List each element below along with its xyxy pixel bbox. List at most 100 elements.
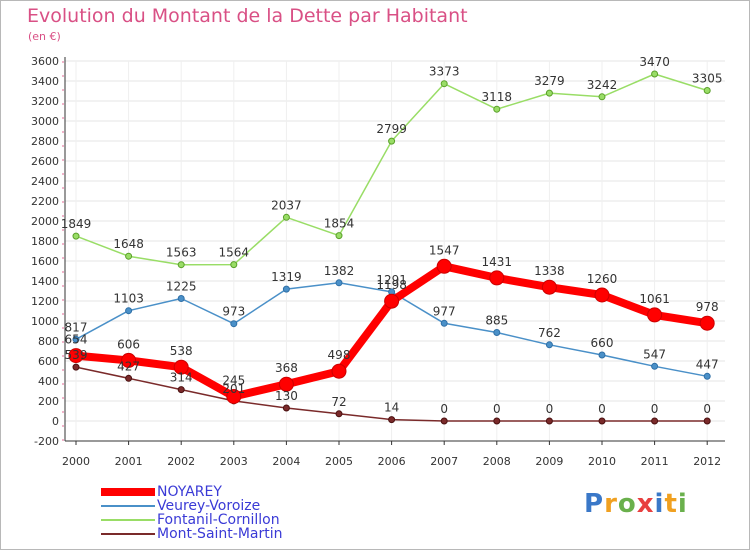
x-tick-label: 2003 [220, 455, 248, 468]
data-label: 762 [538, 326, 561, 340]
data-point [440, 319, 448, 327]
data-point [282, 285, 290, 293]
data-point [282, 213, 290, 221]
data-label: 0 [493, 402, 501, 416]
legend-item: NOYAREY [101, 484, 283, 500]
data-label: 447 [696, 357, 719, 371]
data-label: 978 [696, 300, 719, 314]
data-point [598, 417, 606, 425]
data-point [388, 416, 396, 424]
data-label: 3305 [692, 72, 723, 86]
data-point [125, 252, 133, 260]
y-tick-label: 2200 [31, 195, 59, 208]
data-point [72, 335, 80, 343]
data-point [440, 80, 448, 88]
data-label: 1260 [587, 272, 618, 286]
chart-legend: NOYAREY Veurey-Voroize Fontanil-Cornillon M… [101, 484, 283, 542]
data-point [651, 362, 659, 370]
logo-letter: r [604, 489, 618, 519]
y-tick-label: 3000 [31, 115, 59, 128]
data-point [436, 258, 452, 274]
legend-item: Fontanil-Cornillon [101, 512, 283, 528]
data-label: 0 [598, 402, 606, 416]
data-label: 1338 [534, 264, 565, 278]
data-label: 1547 [429, 243, 460, 257]
data-point [121, 352, 137, 368]
data-label: 3242 [587, 78, 618, 92]
data-label: 1431 [482, 255, 513, 269]
data-label: 1382 [324, 264, 355, 278]
data-point [125, 307, 133, 315]
x-tick-label: 2007 [430, 455, 458, 468]
data-point [173, 359, 189, 375]
data-label: 1103 [113, 292, 144, 306]
data-point [177, 261, 185, 269]
data-point [72, 232, 80, 240]
x-tick-label: 2008 [483, 455, 511, 468]
data-point [68, 348, 84, 364]
x-tick-label: 2005 [325, 455, 353, 468]
data-label: 0 [546, 402, 554, 416]
logo-letter: x [636, 489, 655, 519]
data-label: 3279 [534, 74, 565, 88]
data-point [384, 293, 400, 309]
data-point [278, 376, 294, 392]
data-point [388, 137, 396, 145]
data-point [489, 270, 505, 286]
y-tick-label: 1600 [31, 255, 59, 268]
data-label: 0 [651, 402, 659, 416]
data-point [545, 341, 553, 349]
data-label: 660 [591, 336, 614, 350]
data-point [703, 87, 711, 94]
data-point [598, 351, 606, 359]
data-point [493, 105, 501, 113]
chart-title: Evolution du Montant de la Dette par Hab… [27, 5, 468, 27]
data-label: 201 [222, 382, 245, 396]
legend-swatch [101, 533, 155, 535]
data-label: 973 [222, 305, 245, 319]
data-label: 977 [433, 304, 456, 318]
logo-letter: i [654, 489, 665, 519]
legend-item: Veurey-Voroize [101, 498, 283, 514]
y-tick-label: 2000 [31, 215, 59, 228]
proxiti-logo: Proxiti [584, 489, 688, 519]
data-point [335, 410, 343, 418]
data-point [177, 386, 185, 394]
data-label: 245 [222, 374, 245, 388]
x-tick-label: 2010 [588, 455, 616, 468]
logo-letter: P [584, 489, 605, 519]
data-label: 654 [65, 333, 88, 347]
logo-letter: o [617, 489, 637, 519]
data-point [647, 307, 663, 323]
data-point [699, 315, 715, 331]
x-tick-label: 2012 [693, 455, 721, 468]
data-point [598, 93, 606, 101]
data-label: 817 [65, 320, 88, 334]
y-tick-label: 0 [52, 415, 59, 428]
logo-letter: i [677, 489, 688, 519]
data-label: 2799 [376, 122, 407, 136]
data-label: 1564 [219, 246, 250, 260]
data-point [493, 329, 501, 336]
y-tick-label: 2800 [31, 135, 59, 148]
data-label: 0 [440, 402, 448, 416]
data-point [703, 417, 711, 425]
legend-label: Veurey-Voroize [157, 498, 261, 514]
y-tick-label: 800 [38, 335, 59, 348]
data-label: 0 [703, 402, 711, 416]
legend-label: Mont-Saint-Martin [157, 526, 283, 542]
y-tick-label: 2600 [31, 155, 59, 168]
y-tick-label: 1000 [31, 315, 59, 328]
data-point [230, 320, 238, 328]
data-point [651, 417, 659, 425]
y-tick-label: 400 [38, 375, 59, 388]
legend-item: Mont-Saint-Martin [101, 526, 283, 542]
data-label: 72 [331, 395, 346, 409]
data-point [282, 404, 290, 412]
data-point [545, 89, 553, 97]
data-point [72, 363, 80, 371]
data-point [541, 279, 557, 295]
data-point [703, 372, 711, 380]
